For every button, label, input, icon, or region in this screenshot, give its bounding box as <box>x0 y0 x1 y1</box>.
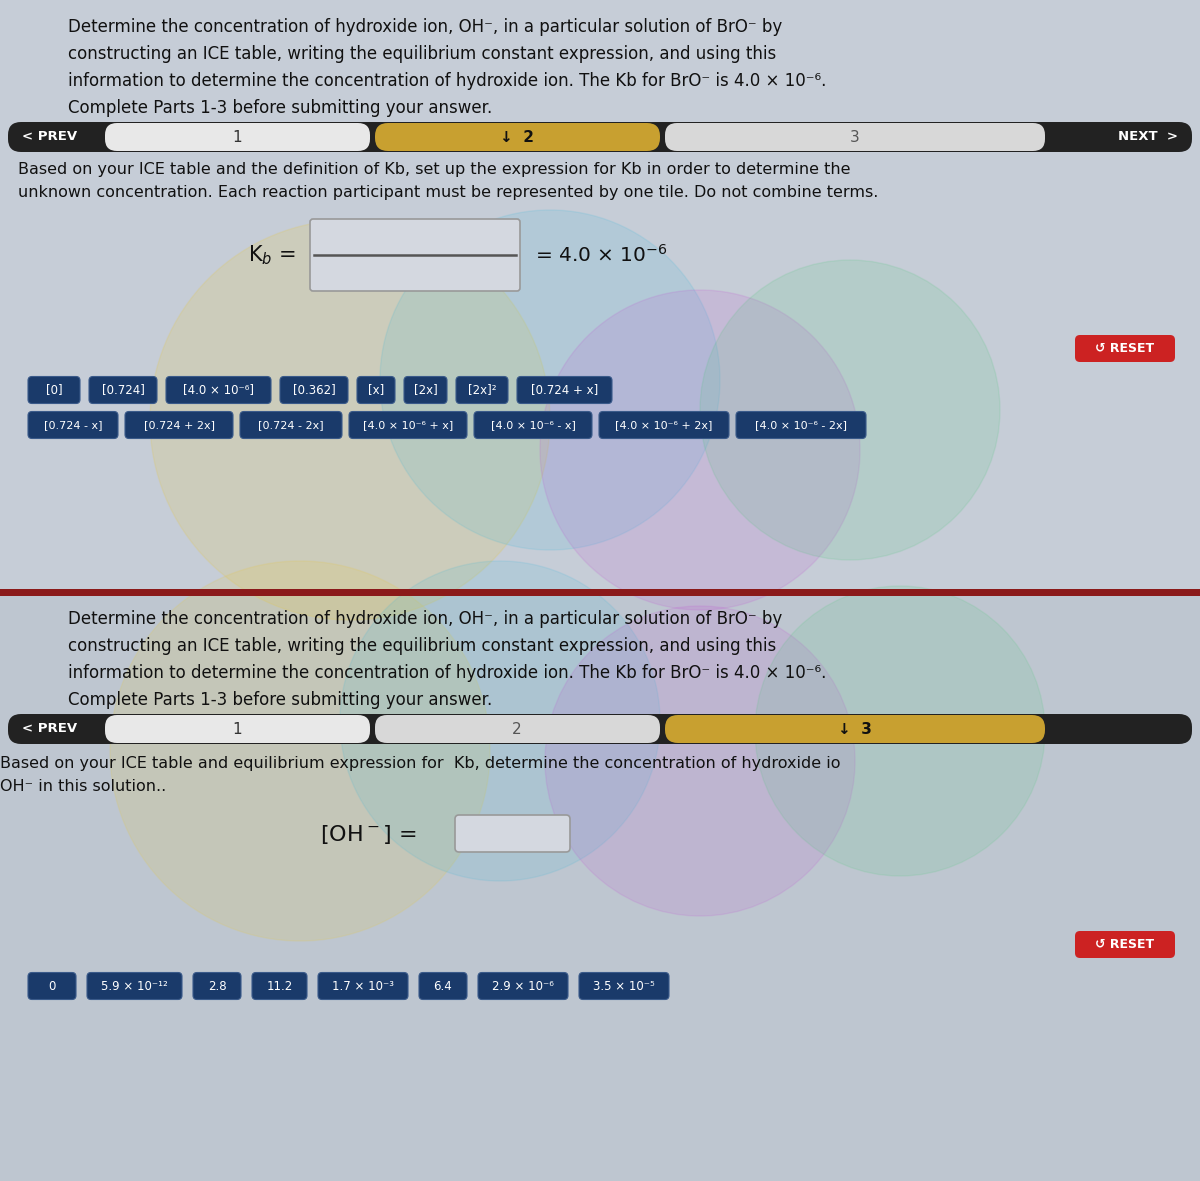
Text: Complete Parts 1-3 before submitting your answer.: Complete Parts 1-3 before submitting you… <box>68 691 492 709</box>
Text: [0.724 + x]: [0.724 + x] <box>530 384 598 397</box>
FancyBboxPatch shape <box>28 377 80 404</box>
Text: constructing an ICE table, writing the equilibrium constant expression, and usin: constructing an ICE table, writing the e… <box>68 45 776 63</box>
Text: [2x]²: [2x]² <box>468 384 497 397</box>
Circle shape <box>540 291 860 611</box>
FancyBboxPatch shape <box>349 411 467 438</box>
FancyBboxPatch shape <box>166 377 271 404</box>
FancyBboxPatch shape <box>517 377 612 404</box>
FancyBboxPatch shape <box>193 972 241 999</box>
FancyBboxPatch shape <box>1075 335 1175 363</box>
FancyBboxPatch shape <box>252 972 307 999</box>
Text: ↓  3: ↓ 3 <box>838 722 872 737</box>
FancyBboxPatch shape <box>358 377 395 404</box>
Text: Determine the concentration of hydroxide ion, OH⁻, in a particular solution of B: Determine the concentration of hydroxide… <box>68 18 782 35</box>
FancyBboxPatch shape <box>0 589 1200 596</box>
Text: [4.0 × 10⁻⁶ + 2x]: [4.0 × 10⁻⁶ + 2x] <box>616 420 713 430</box>
Text: = 4.0 × 10$^{-6}$: = 4.0 × 10$^{-6}$ <box>535 244 667 266</box>
FancyBboxPatch shape <box>125 411 233 438</box>
Text: < PREV: < PREV <box>23 723 78 736</box>
Text: [0.362]: [0.362] <box>293 384 335 397</box>
FancyBboxPatch shape <box>89 377 157 404</box>
Text: ↺ RESET: ↺ RESET <box>1096 938 1154 951</box>
Text: [2x]: [2x] <box>414 384 437 397</box>
FancyBboxPatch shape <box>8 715 1192 744</box>
Text: < PREV: < PREV <box>23 130 78 144</box>
FancyBboxPatch shape <box>106 123 370 151</box>
FancyBboxPatch shape <box>0 0 1200 590</box>
FancyBboxPatch shape <box>599 411 730 438</box>
Text: [4.0 × 10⁻⁶ + x]: [4.0 × 10⁻⁶ + x] <box>362 420 454 430</box>
Text: K$_b$ =: K$_b$ = <box>248 243 295 267</box>
FancyBboxPatch shape <box>665 123 1045 151</box>
Text: 2: 2 <box>512 722 522 737</box>
Circle shape <box>700 260 1000 560</box>
Text: 2.9 × 10⁻⁶: 2.9 × 10⁻⁶ <box>492 979 554 992</box>
FancyBboxPatch shape <box>374 123 660 151</box>
Text: 3: 3 <box>850 130 860 144</box>
FancyBboxPatch shape <box>374 715 660 743</box>
FancyBboxPatch shape <box>736 411 866 438</box>
Text: OH⁻ in this solution..: OH⁻ in this solution.. <box>0 779 167 794</box>
Text: [x]: [x] <box>368 384 384 397</box>
Text: information to determine the concentration of hydroxide ion. The Kb for BrO⁻ is : information to determine the concentrati… <box>68 664 827 681</box>
Text: [OH$^-$] =: [OH$^-$] = <box>320 822 416 846</box>
Text: Based on your ICE table and equilibrium expression for  Kb, determine the concen: Based on your ICE table and equilibrium … <box>0 756 840 771</box>
FancyBboxPatch shape <box>0 590 1200 1181</box>
FancyBboxPatch shape <box>580 972 670 999</box>
Text: Determine the concentration of hydroxide ion, OH⁻, in a particular solution of B: Determine the concentration of hydroxide… <box>68 611 782 628</box>
Circle shape <box>545 606 854 916</box>
Circle shape <box>380 210 720 550</box>
Text: 1: 1 <box>232 130 242 144</box>
Text: unknown concentration. Each reaction participant must be represented by one tile: unknown concentration. Each reaction par… <box>18 185 878 200</box>
Text: 11.2: 11.2 <box>266 979 293 992</box>
FancyBboxPatch shape <box>318 972 408 999</box>
FancyBboxPatch shape <box>240 411 342 438</box>
Text: 2.8: 2.8 <box>208 979 227 992</box>
Text: ↓  2: ↓ 2 <box>500 130 534 144</box>
FancyBboxPatch shape <box>28 972 76 999</box>
FancyBboxPatch shape <box>478 972 568 999</box>
Circle shape <box>110 561 490 941</box>
Text: [4.0 × 10⁻⁶]: [4.0 × 10⁻⁶] <box>182 384 254 397</box>
Text: [0.724]: [0.724] <box>102 384 144 397</box>
Circle shape <box>755 586 1045 876</box>
FancyBboxPatch shape <box>456 377 508 404</box>
Text: Based on your ICE table and the definition of Kb, set up the expression for Kb i: Based on your ICE table and the definiti… <box>18 162 851 177</box>
Text: [4.0 × 10⁻⁶ - x]: [4.0 × 10⁻⁶ - x] <box>491 420 576 430</box>
FancyBboxPatch shape <box>419 972 467 999</box>
FancyBboxPatch shape <box>474 411 592 438</box>
Text: 3.5 × 10⁻⁵: 3.5 × 10⁻⁵ <box>593 979 655 992</box>
Text: [0.724 - 2x]: [0.724 - 2x] <box>258 420 324 430</box>
Text: 5.9 × 10⁻¹²: 5.9 × 10⁻¹² <box>101 979 168 992</box>
Text: Complete Parts 1-3 before submitting your answer.: Complete Parts 1-3 before submitting you… <box>68 99 492 117</box>
Circle shape <box>150 220 550 620</box>
Text: 1.7 × 10⁻³: 1.7 × 10⁻³ <box>332 979 394 992</box>
Text: ↺ RESET: ↺ RESET <box>1096 341 1154 354</box>
Circle shape <box>340 561 660 881</box>
Text: 1: 1 <box>232 722 242 737</box>
FancyBboxPatch shape <box>106 715 370 743</box>
Text: [0.724 + 2x]: [0.724 + 2x] <box>144 420 215 430</box>
FancyBboxPatch shape <box>404 377 446 404</box>
Text: 0: 0 <box>48 979 55 992</box>
Text: [0]: [0] <box>46 384 62 397</box>
FancyBboxPatch shape <box>8 122 1192 152</box>
FancyBboxPatch shape <box>310 218 520 291</box>
Text: [4.0 × 10⁻⁶ - 2x]: [4.0 × 10⁻⁶ - 2x] <box>755 420 847 430</box>
FancyBboxPatch shape <box>1075 931 1175 958</box>
Text: [0.724 - x]: [0.724 - x] <box>43 420 102 430</box>
FancyBboxPatch shape <box>455 815 570 852</box>
FancyBboxPatch shape <box>28 411 118 438</box>
FancyBboxPatch shape <box>665 715 1045 743</box>
Text: constructing an ICE table, writing the equilibrium constant expression, and usin: constructing an ICE table, writing the e… <box>68 637 776 655</box>
Text: NEXT  >: NEXT > <box>1118 130 1178 144</box>
FancyBboxPatch shape <box>280 377 348 404</box>
Text: information to determine the concentration of hydroxide ion. The Kb for BrO⁻ is : information to determine the concentrati… <box>68 72 827 90</box>
FancyBboxPatch shape <box>88 972 182 999</box>
Text: 6.4: 6.4 <box>433 979 452 992</box>
